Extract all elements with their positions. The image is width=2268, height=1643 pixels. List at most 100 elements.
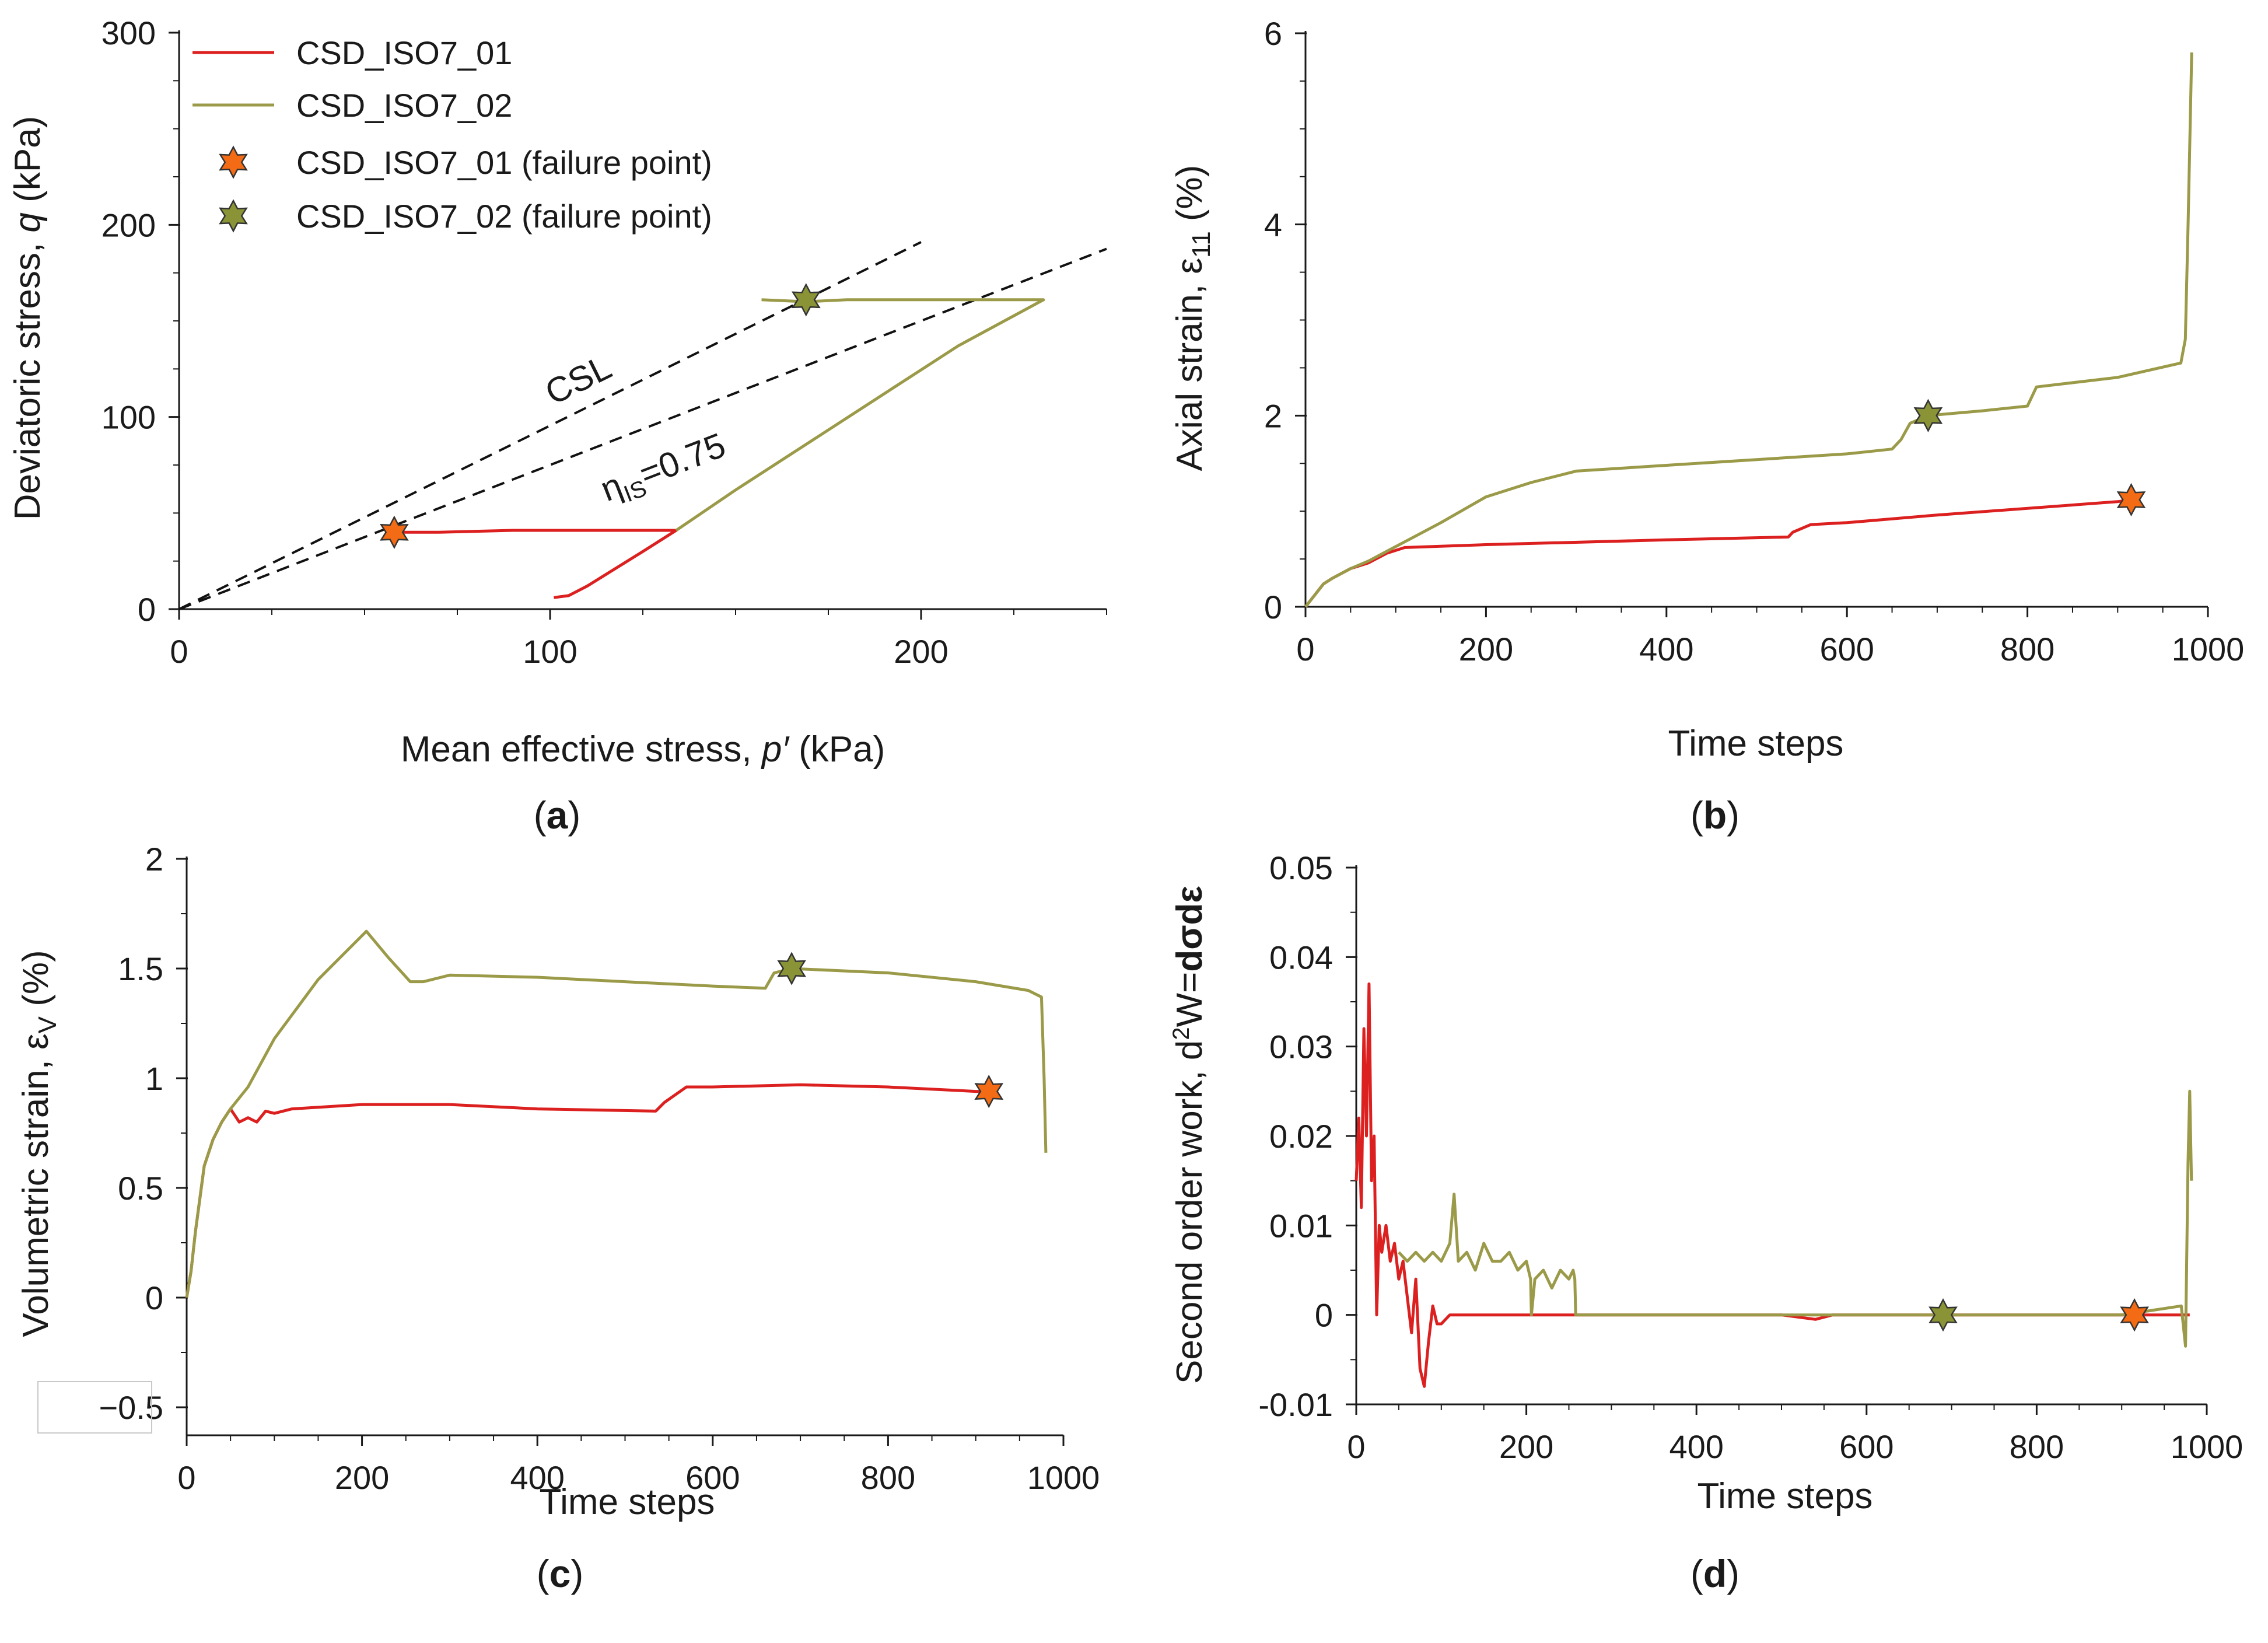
y-axis-title-superscript: 2 (1168, 1027, 1194, 1040)
x-tick-label: 600 (685, 1459, 740, 1496)
x-tick-label: 1000 (1027, 1459, 1100, 1496)
y-axis-title: Deviatoric stress, q (kPa) (8, 116, 48, 520)
y-tick-label: -0.01 (1258, 1386, 1333, 1423)
x-tick-label: 600 (1839, 1428, 1894, 1465)
x-axis-title-text: Mean effective stress, (401, 729, 762, 770)
failure-point-marker-01 (974, 1074, 1004, 1109)
panel-label-letter: a (547, 793, 569, 837)
legend-label: CSD_ISO7_02 (296, 87, 512, 124)
y-axis-title-text: Second order work, d (1170, 1040, 1210, 1384)
y-tick-label: 100 (102, 399, 156, 436)
x-tick-label: 1000 (2172, 631, 2245, 667)
x-tick-label: 400 (1639, 631, 1693, 667)
x-tick-label: 600 (1819, 631, 1874, 667)
y-tick-label-box (37, 1381, 152, 1434)
y-tick-label: 4 (1264, 207, 1282, 243)
failure-point-marker-01 (2116, 483, 2146, 517)
series-line-CSD_ISO7_01 (394, 529, 678, 599)
x-tick-label: 0 (177, 1459, 195, 1496)
failure-point-marker-01 (2120, 1298, 2149, 1332)
legend: CSD_ISO7_01 CSD_ISO7_02 CSD_ISO7_01 (failu… (192, 34, 712, 235)
y-tick-label: 0 (138, 591, 156, 628)
y-tick-label: 0.03 (1269, 1029, 1333, 1065)
x-tick-label: 1000 (2171, 1428, 2244, 1465)
panel-label-open: ( (1690, 793, 1703, 837)
x-axis-title: Mean effective stress, p′ (kPa) (401, 729, 886, 770)
y-axis-title: Second order work, d2W=dσdε (1168, 886, 1210, 1384)
x-tick-label: 800 (861, 1459, 915, 1496)
panel-label-letter: d (1703, 1552, 1727, 1595)
y-tick-label: 0.02 (1269, 1118, 1333, 1155)
panel-d: -0.01 0 0.01 0.02 0.03 0.04 0.05 0 200 400 600 800 1… (1168, 850, 2243, 1595)
x-tick-label: 400 (510, 1459, 564, 1496)
y-tick-label: 1 (145, 1060, 163, 1097)
panel-label-letter: b (1703, 793, 1727, 837)
y-axis-title-text: Deviatoric stress, (8, 233, 48, 520)
x-axis-title: Time steps (1698, 1476, 1873, 1516)
y-axis-title-subscript: V (33, 1016, 62, 1033)
x-axis-title-symbol: p′ (761, 729, 790, 770)
y-axis-title-unit: (kPa) (8, 116, 48, 212)
series-line-CSD_ISO7_01 (1304, 498, 2132, 608)
y-tick-label: 2 (1264, 397, 1282, 434)
series-line-CSD_ISO7_01 (1354, 982, 2190, 1388)
series-line-CSD_ISO7_02 (1304, 52, 2193, 608)
failure-point-marker-01 (380, 515, 409, 549)
x-tick-label: 0 (1296, 631, 1314, 667)
panel-label-close: ) (1727, 1552, 1740, 1595)
x-tick-label: 800 (2000, 631, 2054, 667)
series-line-CSD_ISO7_01 (185, 1083, 989, 1298)
series-group (1304, 52, 2193, 608)
y-axis-title-text: Volumetric strain, ε (16, 1033, 56, 1337)
legend-swatch-marker (219, 145, 248, 179)
x-tick-label: 0 (1347, 1428, 1365, 1465)
panel-label: (d) (1690, 1552, 1740, 1595)
panel-label: (b) (1690, 793, 1740, 837)
y-axis-title-subscript: 11 (1187, 231, 1216, 258)
panel-label-open: ( (534, 793, 547, 837)
y-tick-label: 0.05 (1269, 850, 1333, 886)
y-axis-title: Axial strain, ε11 (%) (1170, 165, 1216, 471)
y-tick-label: 1.5 (118, 950, 163, 987)
panel-b: 0 2 4 6 0 200 400 600 800 1000 Time steps Axial str… (1170, 15, 2244, 837)
x-tick-label: 800 (2010, 1428, 2064, 1465)
failure-point-marker-02 (1913, 398, 1943, 432)
series-group (1354, 982, 2193, 1388)
y-axis-title-unit: (%) (16, 950, 56, 1016)
y-axis-title-text: Axial strain, ε (1170, 258, 1210, 471)
failure-point-marker-02 (1929, 1298, 1958, 1332)
panel-label-open: ( (537, 1552, 550, 1595)
x-tick-label: 200 (1499, 1428, 1553, 1465)
x-tick-label: 200 (1459, 631, 1513, 667)
legend-label: CSD_ISO7_01 (failure point) (296, 144, 712, 181)
y-tick-label: 0.04 (1269, 939, 1333, 976)
axes: -0.01 0 0.01 0.02 0.03 0.04 0.05 0 200 400 600 800 1… (1258, 850, 2243, 1465)
y-axis-title-symbol: q (8, 212, 48, 233)
legend-label: CSD_ISO7_01 (296, 34, 512, 71)
axes: −0.5 0 0.5 1 1.5 2 0 200 400 600 800 1000 (37, 841, 1100, 1496)
csl-label: CSL (539, 347, 617, 413)
panel-label-letter: c (550, 1552, 571, 1595)
panel-label-open: ( (1690, 1552, 1703, 1595)
x-tick-label: 0 (170, 633, 188, 670)
y-tick-label: 0.01 (1269, 1207, 1333, 1244)
axes: 0 2 4 6 0 200 400 600 800 1000 (1264, 15, 2244, 667)
x-axis-title-unit: (kPa) (789, 729, 885, 770)
failure-point-marker-02 (791, 283, 821, 317)
y-tick-label: 0 (1264, 589, 1282, 625)
panel-label-close: ) (1727, 793, 1740, 837)
series-group (185, 929, 1048, 1298)
y-tick-label: 200 (102, 207, 156, 243)
series-line-CSD_ISO7_02 (675, 298, 1045, 532)
series-group (380, 283, 1045, 599)
y-axis-title-unit: (%) (1170, 165, 1210, 232)
reference-line-CSL (178, 241, 922, 610)
x-tick-label: 100 (523, 633, 577, 670)
y-tick-label: −0.5 (99, 1389, 163, 1426)
panel-label: (a) (534, 793, 581, 837)
y-axis-title: Volumetric strain, εV (%) (16, 950, 62, 1337)
y-axis-title-bold: dσdε (1170, 886, 1210, 972)
x-tick-label: 400 (1669, 1428, 1723, 1465)
y-tick-label: 6 (1264, 15, 1282, 52)
x-tick-label: 200 (894, 633, 948, 670)
